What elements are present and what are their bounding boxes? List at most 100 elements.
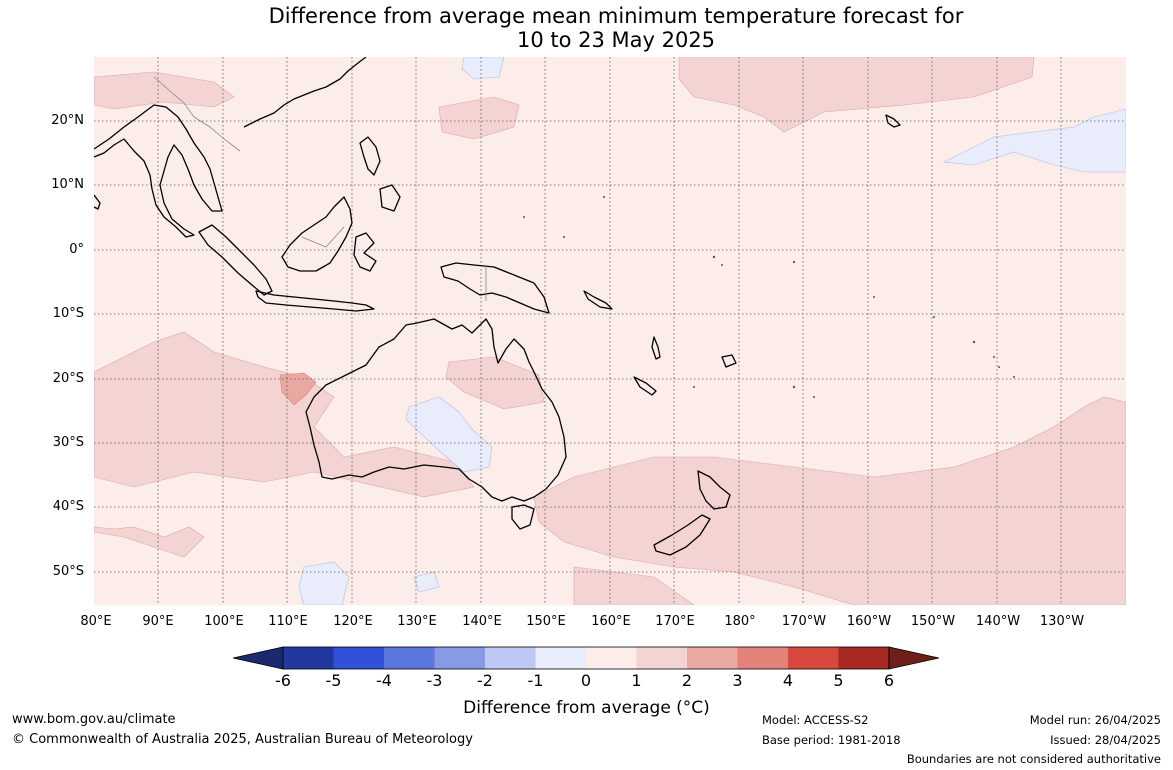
copyright-text: © Commonwealth of Australia 2025, Austra… [12, 732, 473, 747]
colorbar-tick-label: -6 [275, 671, 291, 690]
issued-date: Issued: 28/04/2025 [1050, 733, 1161, 747]
colorbar-segment [535, 647, 586, 669]
colorbar-above-arrow [888, 646, 939, 670]
anomaly-region-southern-indian [298, 561, 350, 605]
title-line-2: 10 to 23 May 2025 [516, 28, 716, 52]
lat-label-40s: 40°S [52, 499, 84, 514]
coast-new-guinea [440, 262, 550, 314]
lon-label-80e: 80°E [80, 614, 112, 629]
lat-label-10s: 10°S [52, 306, 84, 321]
colorbar-below-arrow [233, 646, 284, 670]
coast-new-caledonia [633, 376, 657, 396]
anomaly-region-indochina [94, 71, 235, 110]
colorbar-segment [333, 647, 384, 669]
anomaly-region-philippine-sea [438, 96, 520, 140]
border-borneo [301, 226, 345, 248]
anomaly-region-north-pacific [678, 57, 1035, 133]
website-link[interactable]: www.bom.gov.au/climate [12, 712, 176, 727]
anomaly-region-central-australia [445, 356, 545, 410]
colorbar-segment [838, 647, 889, 669]
colorbar-segment [485, 647, 536, 669]
lat-label-20n: 20°N [51, 113, 84, 128]
lon-label-160w: 160°W [846, 614, 892, 629]
pacific-islands [523, 196, 1015, 398]
colorbar-segment [434, 647, 485, 669]
title-line-1: Difference from average mean minimum tem… [268, 4, 964, 28]
coast-australia [305, 318, 567, 502]
colorbar-segment [283, 647, 334, 669]
coast-new-zealand-south [653, 514, 711, 556]
colorbar-segment [636, 647, 687, 669]
lon-label-170e: 170°E [655, 614, 695, 629]
anomaly-minus1-to-0-regions [298, 57, 1126, 605]
coast-borneo [281, 196, 353, 272]
colorbar-tick-label: 6 [883, 671, 895, 690]
coast-sri-lanka [94, 194, 101, 210]
model-name: Model: ACCESS-S2 [762, 713, 869, 727]
colorbar-tick-label: 4 [782, 671, 794, 690]
base-period: Base period: 1981-2018 [762, 733, 901, 747]
coastlines [94, 57, 901, 556]
anomaly-region-tasman [413, 571, 440, 593]
anomaly-1-to-2-regions [94, 57, 1126, 605]
coast-luzon [359, 136, 381, 176]
graticule [94, 57, 1126, 605]
border-indochina [153, 76, 241, 152]
colorbar-tick-label: 1 [631, 671, 642, 690]
lon-label-150w: 150°W [910, 614, 956, 629]
colorbar-segments [283, 647, 889, 669]
colorbar-segment [788, 647, 839, 669]
colorbar-outline [282, 646, 890, 670]
colorbar-tick-label: 3 [732, 671, 743, 690]
coast-fiji [721, 354, 737, 368]
coast-sumatra [198, 224, 273, 296]
lat-label-equator: 0° [69, 242, 84, 257]
colorbar-tick-label: 0 [580, 671, 592, 690]
coast-sulawesi [353, 232, 377, 272]
colorbar-segment [586, 647, 637, 669]
lon-label-130w: 130°W [1039, 614, 1085, 629]
lon-label-140w: 140°W [975, 614, 1021, 629]
colorbar-tick-label: -1 [527, 671, 544, 690]
lon-label-150e: 150°E [526, 614, 566, 629]
coast-vanuatu [651, 336, 661, 360]
colorbar-tick-label: 5 [833, 671, 844, 690]
colorbar-label: Difference from average (°C) [463, 698, 710, 718]
lon-label-140e: 140°E [462, 614, 502, 629]
colorbar [233, 646, 939, 670]
anomaly-region-south-pacific [533, 396, 1126, 605]
coast-java [255, 290, 375, 312]
forecast-map [94, 57, 1126, 605]
lon-label-160e: 160°E [591, 614, 631, 629]
coast-new-zealand-north [697, 470, 731, 510]
coast-tasmania [511, 504, 535, 530]
colorbar-tick-label: -5 [325, 671, 342, 690]
lon-label-110e: 110°E [268, 614, 308, 629]
colorbar-tick-label: -3 [426, 671, 443, 690]
country-boundaries [153, 76, 487, 301]
colorbar-tick-label: -4 [376, 671, 392, 690]
boundary-disclaimer: Boundaries are not considered authoritat… [906, 752, 1161, 766]
lon-label-180: 180° [724, 614, 756, 629]
coast-solomon-islands [583, 290, 613, 310]
anomaly-region-indian-ocean [94, 331, 475, 498]
lon-label-120e: 120°E [333, 614, 373, 629]
anomaly-region-east-pacific [942, 108, 1126, 173]
lon-label-170w: 170°W [781, 614, 827, 629]
model-run-date: Model run: 26/04/2025 [1029, 713, 1161, 727]
anomaly-region-south-indian [94, 526, 205, 558]
anomaly-region-southern-ocean [573, 566, 695, 605]
lon-label-130e: 130°E [397, 614, 437, 629]
coast-hawaii [885, 114, 901, 128]
lon-label-100e: 100°E [204, 614, 244, 629]
colorbar-segment [737, 647, 788, 669]
colorbar-segment [687, 647, 738, 669]
coast-indochina-east [243, 57, 367, 128]
colorbar-segment [384, 647, 435, 669]
map-title: Difference from average mean minimum tem… [0, 4, 1173, 52]
anomaly-2-to-3-region [279, 372, 317, 406]
lat-label-50s: 50°S [52, 564, 84, 579]
lat-label-10n: 10°N [51, 177, 84, 192]
colorbar-tick-label: 2 [681, 671, 693, 690]
anomaly-region-pacific-north [461, 57, 505, 80]
